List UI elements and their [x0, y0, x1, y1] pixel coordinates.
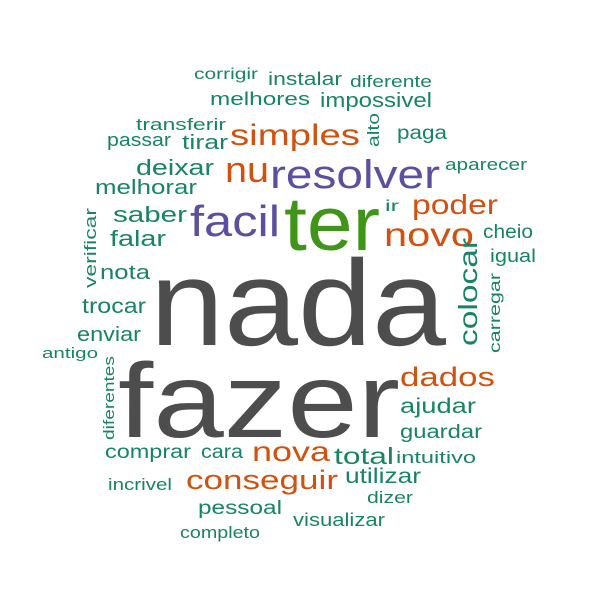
- word-colocar: colocar: [453, 238, 483, 346]
- word-antigo: antigo: [42, 345, 98, 362]
- word-instalar: instalar: [268, 69, 342, 89]
- word-utilizar: utilizar: [345, 465, 421, 488]
- word-saber: saber: [113, 202, 187, 227]
- word-total: total: [334, 443, 394, 469]
- word-enviar: enviar: [77, 324, 141, 346]
- word-igual: igual: [490, 246, 536, 266]
- word-pessoal: pessoal: [198, 498, 282, 519]
- word-transferir: transferir: [136, 115, 226, 134]
- word-deixar: deixar: [136, 155, 214, 180]
- word-resolver: resolver: [270, 153, 440, 197]
- word-nova: nova: [252, 436, 331, 467]
- word-nu: nu: [225, 149, 269, 190]
- word-alto: alto: [364, 113, 383, 147]
- word-simples: simples: [230, 119, 360, 152]
- word-impossivel: impossivel: [320, 90, 432, 112]
- word-trocar: trocar: [82, 295, 146, 318]
- word-dizer: dizer: [367, 488, 413, 507]
- word-melhores: melhores: [210, 89, 310, 109]
- word-ir: ir: [385, 198, 400, 215]
- word-incrivel: incrivel: [108, 475, 172, 494]
- word-carregar: carregar: [487, 272, 504, 353]
- word-cheio: cheio: [483, 222, 533, 243]
- word-intuitivo: intuitivo: [396, 448, 476, 467]
- word-ter: ter: [284, 182, 380, 267]
- word-cara: cara: [201, 442, 243, 463]
- word-verificar: verificar: [81, 208, 100, 288]
- word-visualizar: visualizar: [293, 510, 385, 530]
- word-poder: poder: [412, 189, 498, 220]
- word-paga: paga: [397, 123, 447, 144]
- word-guardar: guardar: [400, 422, 483, 443]
- word-novo: novo: [384, 216, 474, 253]
- word-corrigir: corrigir: [194, 66, 259, 83]
- word-falar: falar: [110, 226, 166, 251]
- word-ajudar: ajudar: [400, 395, 476, 418]
- word-dados: dados: [400, 362, 495, 392]
- word-melhorar: melhorar: [95, 177, 197, 199]
- word-tirar: tirar: [182, 132, 228, 154]
- word-passar: passar: [107, 130, 171, 150]
- word-nada: nada: [150, 235, 446, 371]
- word-comprar: comprar: [105, 442, 192, 463]
- word-aparecer: aparecer: [445, 155, 527, 174]
- word-diferente: diferente: [350, 72, 432, 91]
- word-facil: facil: [190, 197, 280, 246]
- word-nota: nota: [100, 262, 151, 284]
- word-completo: completo: [180, 523, 260, 542]
- word-diferentes: diferentes: [101, 356, 118, 440]
- word-conseguir: conseguir: [186, 465, 338, 495]
- word-fazer: fazer: [118, 342, 400, 460]
